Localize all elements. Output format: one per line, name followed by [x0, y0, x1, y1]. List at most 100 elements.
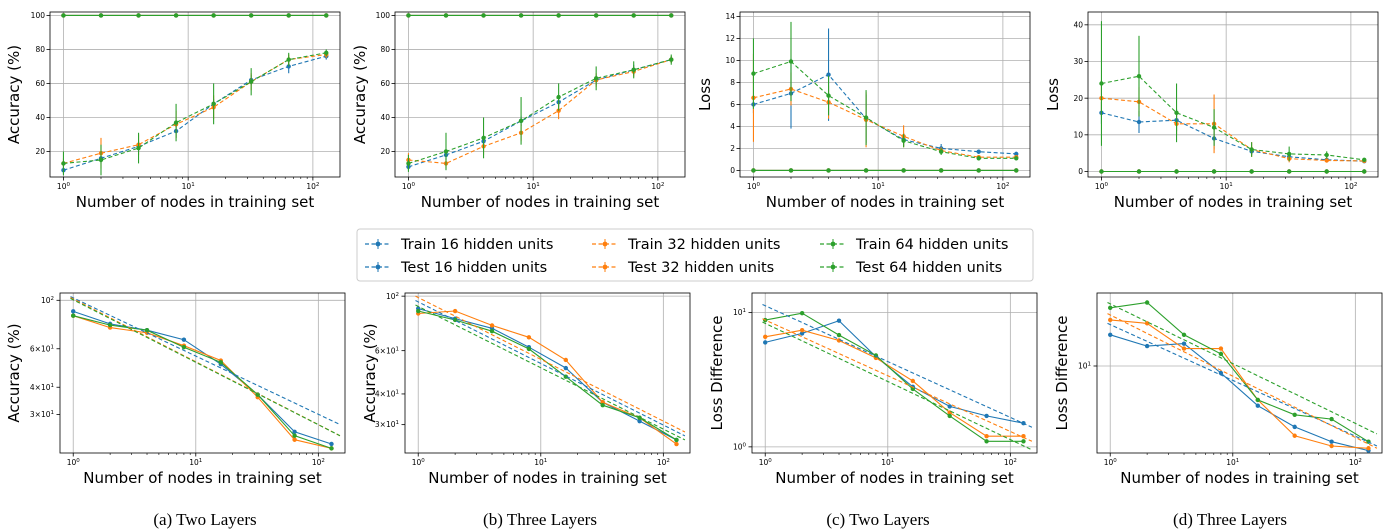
data-point — [837, 319, 841, 323]
data-point — [292, 434, 296, 438]
y-tick-label: 100 — [31, 11, 46, 20]
chart-panel-6: 100 101 1021026×1014×1013×101Number of nod… — [361, 292, 690, 487]
y-axis-label: Accuracy (%) — [5, 323, 23, 422]
data-point — [837, 333, 841, 337]
plot-area — [70, 297, 339, 451]
data-point — [1108, 318, 1112, 322]
y-tick-label: 10 — [1073, 130, 1083, 139]
y-tick-label: 102 — [386, 292, 399, 301]
data-point — [864, 115, 868, 119]
plot-area — [751, 22, 1018, 173]
y-tick-label: 4×101 — [30, 383, 54, 392]
series-line — [418, 311, 676, 444]
y-tick-label: 60 — [35, 79, 45, 88]
data-point — [108, 323, 112, 327]
y-axis-label: Loss Difference — [1053, 316, 1071, 431]
data-point — [789, 59, 793, 63]
data-point — [1174, 111, 1178, 115]
x-tick-label: 102 — [1344, 182, 1357, 191]
y-tick-label: 20 — [380, 147, 390, 156]
y-tick-label: 30 — [1073, 57, 1083, 66]
x-tick-label: 100 — [57, 182, 71, 191]
data-point — [182, 338, 186, 342]
data-point — [1325, 169, 1329, 173]
y-tick-label: 20 — [1073, 94, 1083, 103]
data-point — [564, 366, 568, 370]
series-2 — [1108, 318, 1371, 451]
data-point — [826, 168, 830, 172]
data-point — [977, 150, 981, 154]
x-tick-label: 101 — [1220, 182, 1233, 191]
data-point — [145, 328, 149, 332]
data-point — [977, 156, 981, 160]
series-3 — [61, 13, 328, 17]
data-point — [594, 76, 598, 80]
x-axis-label: Number of nodes in training set — [1120, 469, 1359, 487]
series-line — [1110, 335, 1368, 451]
data-point — [800, 311, 804, 315]
x-tick-label: 100 — [1104, 458, 1118, 467]
y-tick-label: 80 — [380, 45, 390, 54]
y-tick-label: 8 — [730, 78, 735, 87]
axes-frame — [60, 293, 345, 453]
fit-line — [415, 305, 684, 440]
y-axis-label: Loss — [1044, 78, 1062, 111]
data-point — [519, 119, 523, 123]
data-point — [1212, 169, 1216, 173]
y-tick-label: 2 — [730, 144, 735, 153]
data-point — [1292, 425, 1296, 429]
series-6 — [70, 298, 339, 435]
data-point — [444, 149, 448, 153]
y-tick-label: 0 — [1078, 167, 1083, 176]
y-tick-label: 40 — [380, 113, 390, 122]
fit-line — [70, 298, 339, 435]
y-axis-label: Loss — [696, 78, 714, 111]
series-line — [754, 75, 1017, 154]
x-tick-label: 102 — [306, 182, 319, 191]
x-axis-label: Number of nodes in training set — [83, 469, 322, 487]
fit-line — [762, 322, 1031, 450]
data-point — [527, 347, 531, 351]
data-point — [1108, 306, 1112, 310]
caption-b: (b) Three Layers — [483, 510, 597, 529]
data-point — [1174, 169, 1178, 173]
y-tick-label: 10 — [725, 56, 735, 65]
data-point — [481, 136, 485, 140]
legend-label: Test 64 hidden units — [855, 260, 1002, 276]
data-point — [1145, 300, 1149, 304]
data-point — [632, 68, 636, 72]
x-tick-label: 102 — [657, 458, 670, 467]
series-line — [64, 53, 327, 164]
y-tick-label: 40 — [1073, 20, 1083, 29]
legend-label: Test 32 hidden units — [627, 260, 774, 276]
plot-area — [1107, 300, 1376, 452]
data-point — [1292, 434, 1296, 438]
x-tick-label: 101 — [527, 182, 540, 191]
data-point — [1362, 169, 1366, 173]
plot-area — [1099, 21, 1366, 174]
x-tick-label: 101 — [1226, 458, 1239, 467]
legend-label: Test 16 hidden units — [400, 260, 547, 276]
x-tick-label: 101 — [881, 458, 894, 467]
chart-panel-2: 100 101 10220406080100Number of nodes in t… — [351, 11, 685, 211]
series-line — [754, 62, 1017, 159]
series-2 — [416, 309, 679, 446]
y-tick-label: 40 — [35, 113, 45, 122]
data-point — [1099, 169, 1103, 173]
data-point — [984, 439, 988, 443]
y-tick-label: 4 — [730, 122, 735, 131]
data-point — [901, 168, 905, 172]
data-point — [864, 168, 868, 172]
x-tick-label: 100 — [67, 458, 81, 467]
data-point — [984, 414, 988, 418]
fit-line — [70, 297, 339, 425]
fit-line — [1107, 314, 1376, 449]
data-point — [1292, 413, 1296, 417]
data-point — [1329, 444, 1333, 448]
data-point — [600, 403, 604, 407]
data-point — [763, 335, 767, 339]
data-point — [1219, 352, 1223, 356]
data-point — [527, 335, 531, 339]
